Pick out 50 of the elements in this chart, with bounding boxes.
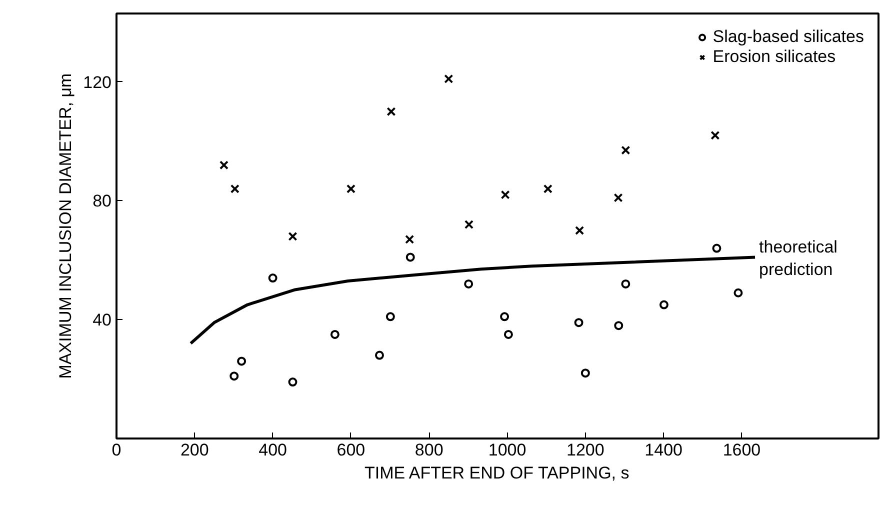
point <box>712 244 722 253</box>
point <box>504 330 513 339</box>
y-tick-label: 80 <box>92 192 112 211</box>
point <box>500 312 510 322</box>
point <box>621 279 630 288</box>
point <box>330 330 340 339</box>
x-tick-label: 200 <box>180 440 209 460</box>
point <box>659 300 668 310</box>
point <box>614 193 623 202</box>
point <box>464 220 474 230</box>
y-axis-title: MAXIMUM INCLUSION DIAMETER, μm <box>56 73 76 379</box>
point <box>406 252 415 262</box>
point <box>543 184 552 194</box>
point <box>734 288 743 298</box>
point <box>614 321 624 330</box>
line-series <box>189 256 757 345</box>
point <box>288 378 298 387</box>
point <box>219 160 228 170</box>
point <box>710 130 720 140</box>
point <box>464 279 474 288</box>
point <box>574 318 584 328</box>
x-tick-label: 0 <box>112 440 122 460</box>
point <box>230 372 239 381</box>
point <box>500 190 510 200</box>
x-axis-title: TIME AFTER END OF TAPPING, s <box>364 464 630 482</box>
point <box>580 368 590 378</box>
x-tick-label: 1200 <box>566 440 604 460</box>
y-tick-label: 40 <box>92 310 112 330</box>
point <box>386 312 395 322</box>
series-label: theoretical prediction <box>759 237 838 280</box>
point <box>268 274 278 283</box>
x-tick-label: 600 <box>336 440 366 460</box>
x-tick-label: 1400 <box>644 440 682 460</box>
point <box>237 356 246 366</box>
legend-label: Erosion silicates <box>712 47 836 67</box>
point <box>621 146 630 155</box>
x-tick-label: 1600 <box>722 440 761 460</box>
point <box>230 184 240 194</box>
x-tick-label: 800 <box>414 440 444 460</box>
point <box>374 350 384 360</box>
y-tick-label: 120 <box>83 72 112 92</box>
legend-label: Slag-based silicates <box>712 27 864 47</box>
point <box>288 232 298 241</box>
point <box>575 226 584 235</box>
point <box>405 234 414 244</box>
point <box>346 184 356 194</box>
x-tick-label: 400 <box>258 440 287 460</box>
point <box>386 107 396 116</box>
point <box>444 74 454 84</box>
x-tick-label: 1000 <box>488 440 526 460</box>
